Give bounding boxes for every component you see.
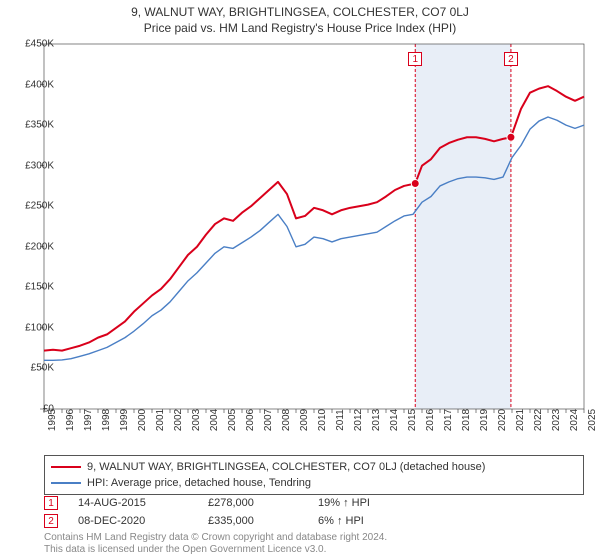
- chart-transaction-badge: 1: [408, 52, 422, 66]
- chart-subtitle: Price paid vs. HM Land Registry's House …: [0, 21, 600, 35]
- legend-row-series-2: HPI: Average price, detached house, Tend…: [51, 475, 577, 491]
- x-tick-label: 2006: [245, 409, 256, 431]
- x-tick-label: 2022: [533, 409, 544, 431]
- transaction-badge: 2: [44, 514, 58, 528]
- x-tick-label: 2012: [353, 409, 364, 431]
- x-tick-label: 2015: [407, 409, 418, 431]
- legend-label-1: 9, WALNUT WAY, BRIGHTLINGSEA, COLCHESTER…: [87, 461, 485, 473]
- x-tick-label: 2001: [155, 409, 166, 431]
- x-tick-label: 2000: [137, 409, 148, 431]
- x-tick-label: 2003: [191, 409, 202, 431]
- transaction-diff: 6% ↑ HPI: [318, 515, 364, 527]
- x-tick-label: 2025: [587, 409, 598, 431]
- transaction-badge: 1: [44, 496, 58, 510]
- x-tick-label: 2004: [209, 409, 220, 431]
- transactions-table: 1 14-AUG-2015 £278,000 19% ↑ HPI 2 08-DEC-202…: [44, 494, 584, 530]
- footnote-line-2: This data is licensed under the Open Gov…: [44, 544, 387, 556]
- title-block: 9, WALNUT WAY, BRIGHTLINGSEA, COLCHESTER…: [0, 0, 600, 35]
- x-tick-label: 2008: [281, 409, 292, 431]
- x-tick-label: 2013: [371, 409, 382, 431]
- transaction-date: 14-AUG-2015: [78, 497, 188, 509]
- x-tick-label: 2021: [515, 409, 526, 431]
- legend-box: 9, WALNUT WAY, BRIGHTLINGSEA, COLCHESTER…: [44, 455, 584, 495]
- transaction-price: £278,000: [208, 497, 298, 509]
- x-tick-label: 2005: [227, 409, 238, 431]
- legend-label-2: HPI: Average price, detached house, Tend…: [87, 477, 311, 489]
- legend-row-series-1: 9, WALNUT WAY, BRIGHTLINGSEA, COLCHESTER…: [51, 459, 577, 475]
- transaction-diff: 19% ↑ HPI: [318, 497, 370, 509]
- x-tick-label: 1995: [47, 409, 58, 431]
- x-tick-label: 2024: [569, 409, 580, 431]
- x-tick-label: 1997: [83, 409, 94, 431]
- x-tick-label: 2014: [389, 409, 400, 431]
- x-tick-label: 2017: [443, 409, 454, 431]
- transaction-row: 2 08-DEC-2020 £335,000 6% ↑ HPI: [44, 512, 584, 530]
- chart-title: 9, WALNUT WAY, BRIGHTLINGSEA, COLCHESTER…: [0, 5, 600, 19]
- chart-plot-area: [44, 44, 584, 409]
- x-tick-label: 2010: [317, 409, 328, 431]
- chart-svg: [44, 44, 584, 409]
- legend-swatch-1: [51, 466, 81, 468]
- legend-swatch-2: [51, 482, 81, 483]
- x-tick-label: 1996: [65, 409, 76, 431]
- transaction-date: 08-DEC-2020: [78, 515, 188, 527]
- x-tick-label: 2011: [335, 409, 346, 431]
- x-tick-label: 1999: [119, 409, 130, 431]
- x-tick-label: 2016: [425, 409, 436, 431]
- x-tick-label: 2020: [497, 409, 508, 431]
- x-tick-label: 2023: [551, 409, 562, 431]
- x-tick-label: 2007: [263, 409, 274, 431]
- transaction-row: 1 14-AUG-2015 £278,000 19% ↑ HPI: [44, 494, 584, 512]
- x-tick-label: 2019: [479, 409, 490, 431]
- x-tick-label: 2018: [461, 409, 472, 431]
- x-tick-label: 1998: [101, 409, 112, 431]
- footnote: Contains HM Land Registry data © Crown c…: [44, 532, 387, 556]
- chart-container: 9, WALNUT WAY, BRIGHTLINGSEA, COLCHESTER…: [0, 0, 600, 560]
- x-tick-label: 2009: [299, 409, 310, 431]
- x-tick-label: 2002: [173, 409, 184, 431]
- chart-transaction-badge: 2: [504, 52, 518, 66]
- transaction-price: £335,000: [208, 515, 298, 527]
- footnote-line-1: Contains HM Land Registry data © Crown c…: [44, 532, 387, 544]
